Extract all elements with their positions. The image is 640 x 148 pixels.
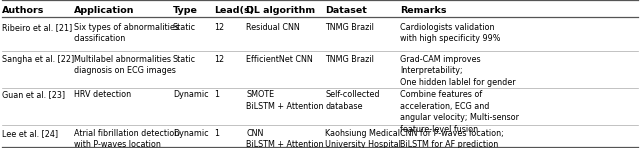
Text: Combine features of
acceleration, ECG and
angular velocity; Multi-sensor
feature: Combine features of acceleration, ECG an… [400,90,519,134]
Text: Self-collected
database: Self-collected database [325,90,380,111]
Text: Ribeiro et al. [21]: Ribeiro et al. [21] [2,23,72,32]
Text: 12: 12 [214,23,225,32]
Text: 1: 1 [214,90,220,99]
Text: TNMG Brazil: TNMG Brazil [325,23,374,32]
Text: 1: 1 [214,129,220,138]
Text: EfficientNet CNN: EfficientNet CNN [246,55,313,64]
Text: Multilabel abnormalities
diagnosis on ECG images: Multilabel abnormalities diagnosis on EC… [74,55,175,75]
Text: Kaohsiung Medical
University Hospital: Kaohsiung Medical University Hospital [325,129,401,148]
Text: Cardiologists validation
with high specificity 99%: Cardiologists validation with high speci… [400,23,500,43]
Text: Remarks: Remarks [400,6,447,15]
Text: Authors: Authors [2,6,44,15]
Text: 12: 12 [214,55,225,64]
Text: Lead(s): Lead(s) [214,6,255,15]
Text: Residual CNN: Residual CNN [246,23,300,32]
Text: Static: Static [173,55,196,64]
Text: HRV detection: HRV detection [74,90,131,99]
Text: CNN for P-waves location;
BiLSTM for AF prediction: CNN for P-waves location; BiLSTM for AF … [400,129,504,148]
Text: CNN
BiLSTM + Attention: CNN BiLSTM + Attention [246,129,324,148]
Text: Application: Application [74,6,134,15]
Text: Dataset: Dataset [325,6,367,15]
Text: SMOTE
BiLSTM + Attention: SMOTE BiLSTM + Attention [246,90,324,111]
Text: Lee et al. [24]: Lee et al. [24] [2,129,58,138]
Text: Dynamic: Dynamic [173,129,209,138]
Text: Type: Type [173,6,198,15]
Text: Sangha et al. [22]: Sangha et al. [22] [2,55,74,64]
Text: TNMG Brazil: TNMG Brazil [325,55,374,64]
Text: Dynamic: Dynamic [173,90,209,99]
Text: Six types of abnormalities
classification: Six types of abnormalities classificatio… [74,23,179,43]
Text: DL algorithm: DL algorithm [246,6,316,15]
Text: Grad-CAM improves
Interpretability;
One hidden lablel for gender: Grad-CAM improves Interpretability; One … [400,55,516,87]
Text: Static: Static [173,23,196,32]
Text: Atrial fibrillation detection
with P-waves location: Atrial fibrillation detection with P-wav… [74,129,179,148]
Text: Guan et al. [23]: Guan et al. [23] [2,90,65,99]
